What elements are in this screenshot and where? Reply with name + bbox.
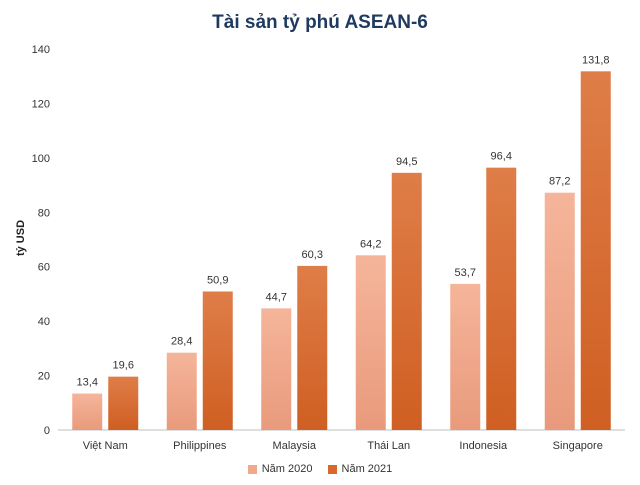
chart-title: Tài sản tỷ phú ASEAN-6 bbox=[212, 12, 428, 33]
legend-label-2020: Năm 2020 bbox=[261, 463, 313, 475]
data-label: 94,5 bbox=[396, 156, 417, 168]
data-label: 28,4 bbox=[171, 336, 192, 348]
x-tick-label: Malaysia bbox=[273, 440, 317, 452]
bar bbox=[580, 71, 611, 431]
y-tick-label: 80 bbox=[38, 207, 50, 219]
bar bbox=[391, 172, 422, 430]
data-label: 44,7 bbox=[266, 291, 287, 303]
x-tick-label: Singapore bbox=[553, 440, 603, 452]
data-label: 50,9 bbox=[207, 274, 228, 286]
legend: Năm 2020 Năm 2021 bbox=[0, 463, 640, 477]
y-tick-label: 120 bbox=[32, 98, 50, 110]
y-tick-label: 60 bbox=[38, 262, 50, 274]
data-label: 13,4 bbox=[77, 377, 98, 389]
data-label: 64,2 bbox=[360, 238, 381, 250]
bar bbox=[261, 308, 292, 430]
x-tick-label: Thái Lan bbox=[367, 440, 410, 452]
legend-swatch-2021 bbox=[327, 464, 337, 474]
y-tick-label: 100 bbox=[32, 153, 50, 165]
bar bbox=[544, 192, 575, 430]
data-label: 19,6 bbox=[113, 360, 134, 372]
data-label: 96,4 bbox=[491, 151, 512, 163]
x-tick-label: Philippines bbox=[173, 440, 227, 452]
bar bbox=[202, 291, 233, 430]
x-tick-label: Việt Nam bbox=[83, 440, 128, 452]
y-tick-label: 20 bbox=[38, 371, 50, 383]
bar bbox=[355, 255, 386, 430]
data-label: 60,3 bbox=[302, 249, 323, 261]
legend-label-2021: Năm 2021 bbox=[341, 463, 393, 475]
bar bbox=[108, 376, 139, 430]
data-label: 131,8 bbox=[582, 54, 610, 66]
bar bbox=[166, 352, 197, 430]
legend-item-2020: Năm 2020 bbox=[247, 463, 313, 475]
bar bbox=[450, 283, 481, 430]
bar bbox=[72, 393, 103, 430]
y-tick-label: 40 bbox=[38, 316, 50, 328]
legend-swatch-2020 bbox=[247, 464, 257, 474]
y-tick-label: 0 bbox=[44, 425, 50, 437]
data-label: 87,2 bbox=[549, 176, 570, 188]
y-tick-label: 140 bbox=[32, 44, 50, 56]
bar bbox=[486, 167, 517, 430]
data-label: 53,7 bbox=[455, 267, 476, 279]
x-tick-label: Indonesia bbox=[459, 440, 508, 452]
legend-item-2021: Năm 2021 bbox=[327, 463, 393, 475]
bar bbox=[297, 265, 328, 430]
